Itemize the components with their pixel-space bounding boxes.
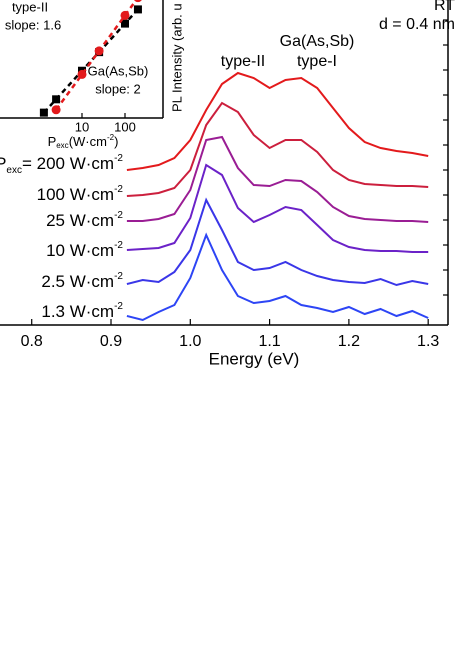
point: [120, 10, 130, 20]
series-label: 2.5 W·cm-2: [41, 271, 123, 292]
inset-y-label: PL Intensity (arb. u: [169, 3, 184, 112]
annotation: d = 0.4 nm: [379, 16, 455, 33]
label-part: -2: [114, 240, 123, 251]
series-line: [126, 101, 429, 197]
label-part: 25 W·cm: [46, 211, 114, 230]
label-part: exc: [6, 165, 22, 176]
point: [133, 5, 142, 14]
label-part: -2: [107, 133, 115, 142]
series-label: 25 W·cm-2: [46, 210, 123, 231]
x-tick-label: 1.3: [417, 333, 439, 350]
label-part: 100 W·cm: [37, 185, 114, 204]
label-part: exc: [56, 141, 68, 150]
series-label: 1.3 W·cm-2: [41, 301, 123, 322]
label-part: -2: [114, 301, 123, 312]
label-part: -2: [114, 271, 123, 282]
label-part: P: [48, 134, 57, 149]
point: [52, 95, 61, 104]
label-part: ): [114, 134, 118, 149]
series-annotation: slope: 2: [95, 81, 141, 96]
inset-x-label: Pexc(W·cm-2): [48, 133, 119, 150]
label-part: (W·cm: [69, 134, 107, 149]
series-line: [126, 197, 429, 287]
inset-plot: [39, 0, 142, 117]
series-line: [126, 163, 429, 253]
point: [120, 19, 129, 28]
label-part: -2: [114, 153, 123, 164]
label-part: 1.3 W·cm: [41, 302, 114, 321]
annotation: RT: [434, 0, 455, 14]
series-name: type-II: [12, 0, 48, 14]
label-part: 10 W·cm: [46, 241, 114, 260]
x-axis-label: Energy (eV): [209, 349, 300, 368]
point: [77, 69, 87, 79]
x-tick-label: 1.1: [258, 333, 280, 350]
label-part: = 200 W·cm: [22, 154, 114, 173]
point: [94, 46, 104, 56]
point: [134, 0, 142, 3]
point: [39, 108, 48, 117]
label-part: -2: [114, 184, 123, 195]
series-line: [126, 232, 429, 322]
point: [51, 105, 61, 115]
series-line: [126, 71, 429, 171]
x-tick-label: 0.8: [21, 333, 43, 350]
label-part: -2: [114, 210, 123, 221]
x-tick-label: 0.9: [100, 333, 122, 350]
inset-x-tick-label: 10: [75, 119, 89, 134]
series-label: 10 W·cm-2: [46, 240, 123, 261]
series-label: Pexc= 200 W·cm-2: [0, 153, 123, 176]
series-name: Ga(As,Sb): [88, 63, 149, 78]
annotation: type-II: [221, 53, 265, 70]
series-label: 100 W·cm-2: [37, 184, 124, 205]
x-tick-label: 1.2: [338, 333, 360, 350]
annotation: type-I: [297, 53, 337, 70]
inset-x-tick-label: 100: [114, 119, 136, 134]
annotation: Ga(As,Sb): [280, 33, 355, 50]
x-tick-label: 1.0: [179, 333, 201, 350]
series-annotation: slope: 1.6: [5, 17, 61, 32]
label-part: 2.5 W·cm: [41, 272, 114, 291]
series-line: [126, 135, 429, 223]
label-part: P: [0, 154, 6, 173]
